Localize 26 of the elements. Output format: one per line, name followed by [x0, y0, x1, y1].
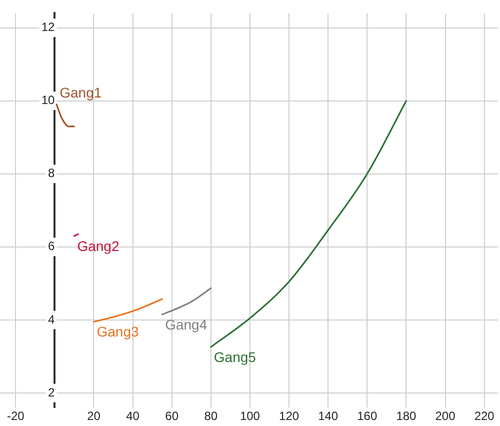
x-tick-label: 40 [126, 409, 140, 424]
x-tick-label: 120 [279, 409, 300, 424]
x-tick-label: 140 [318, 409, 338, 424]
series-label: Gang4 [165, 316, 208, 332]
x-tick-label: 80 [204, 409, 218, 424]
x-tick-label: 200 [435, 409, 456, 424]
line-series [92, 298, 163, 323]
series-label: Gang2 [77, 238, 120, 254]
x-tick-label: 180 [396, 409, 417, 424]
line-series [210, 100, 408, 348]
line-series [161, 287, 212, 316]
series-label: Gang3 [96, 324, 139, 340]
x-tick-label: 100 [240, 409, 260, 424]
x-tick-label: 20 [87, 409, 101, 424]
x-tick-label: 160 [357, 409, 378, 424]
series-label: Gang5 [214, 348, 256, 365]
x-tick-label: 60 [165, 409, 179, 424]
y-tick-label: 12 [41, 20, 55, 34]
x-tick-label: -20 [6, 409, 25, 424]
x-tick-label: 220 [474, 409, 495, 424]
series-label: Gang1 [60, 84, 102, 100]
y-tick-label: 8 [48, 166, 55, 180]
y-tick-label: 10 [41, 93, 55, 108]
y-tick-label: 4 [48, 312, 55, 326]
y-tick-label: 6 [48, 239, 55, 254]
y-tick-label: 2 [48, 385, 55, 400]
